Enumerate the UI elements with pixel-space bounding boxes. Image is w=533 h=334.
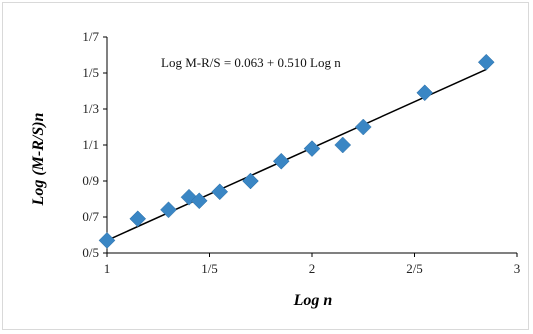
x-tick-label: 2 <box>309 261 316 276</box>
y-tick-label: 0/9 <box>82 173 99 188</box>
data-points <box>98 53 495 249</box>
data-point-5 <box>211 183 229 201</box>
y-tick-label: 1/5 <box>82 65 99 80</box>
data-point-6 <box>242 172 259 190</box>
y-axis-title: Log (M-R/S)n <box>30 112 47 206</box>
x-tick-label: 3 <box>514 261 521 276</box>
data-point-11 <box>416 84 434 102</box>
data-point-0 <box>98 232 116 249</box>
data-point-7 <box>272 152 290 170</box>
x-tick-label: 1 <box>104 261 111 276</box>
regression-equation: Log M-R/S = 0.063 + 0.510 Log n <box>161 55 341 70</box>
data-point-8 <box>303 140 321 157</box>
y-tick-label: 0/7 <box>82 209 99 224</box>
y-tick-label: 1/1 <box>82 137 99 152</box>
x-tick-label: 2/5 <box>406 261 423 276</box>
scatter-chart: 0/5 0/7 0/9 1/1 1/3 1/5 1/7 1 1/5 2 2/5 3 Log M-R/… <box>30 29 521 309</box>
y-tick-labels: 0/5 0/7 0/9 1/1 1/3 1/5 1/7 <box>82 29 107 260</box>
data-point-1 <box>129 210 147 228</box>
y-tick-label: 1/7 <box>82 29 99 44</box>
chart-frame: 0/5 0/7 0/9 1/1 1/3 1/5 1/7 1 1/5 2 2/5 3 Log M-R/… <box>2 2 529 330</box>
data-point-2 <box>160 201 177 219</box>
y-tick-label: 1/3 <box>82 101 99 116</box>
x-tick-labels: 1 1/5 2 2/5 3 <box>104 253 521 276</box>
data-point-12 <box>477 53 495 71</box>
data-point-9 <box>334 136 352 154</box>
x-axis-title: Log n <box>293 292 333 309</box>
x-tick-label: 1/5 <box>201 261 218 276</box>
data-point-4 <box>190 192 208 210</box>
y-tick-label: 0/5 <box>82 245 99 260</box>
data-point-10 <box>354 118 372 136</box>
